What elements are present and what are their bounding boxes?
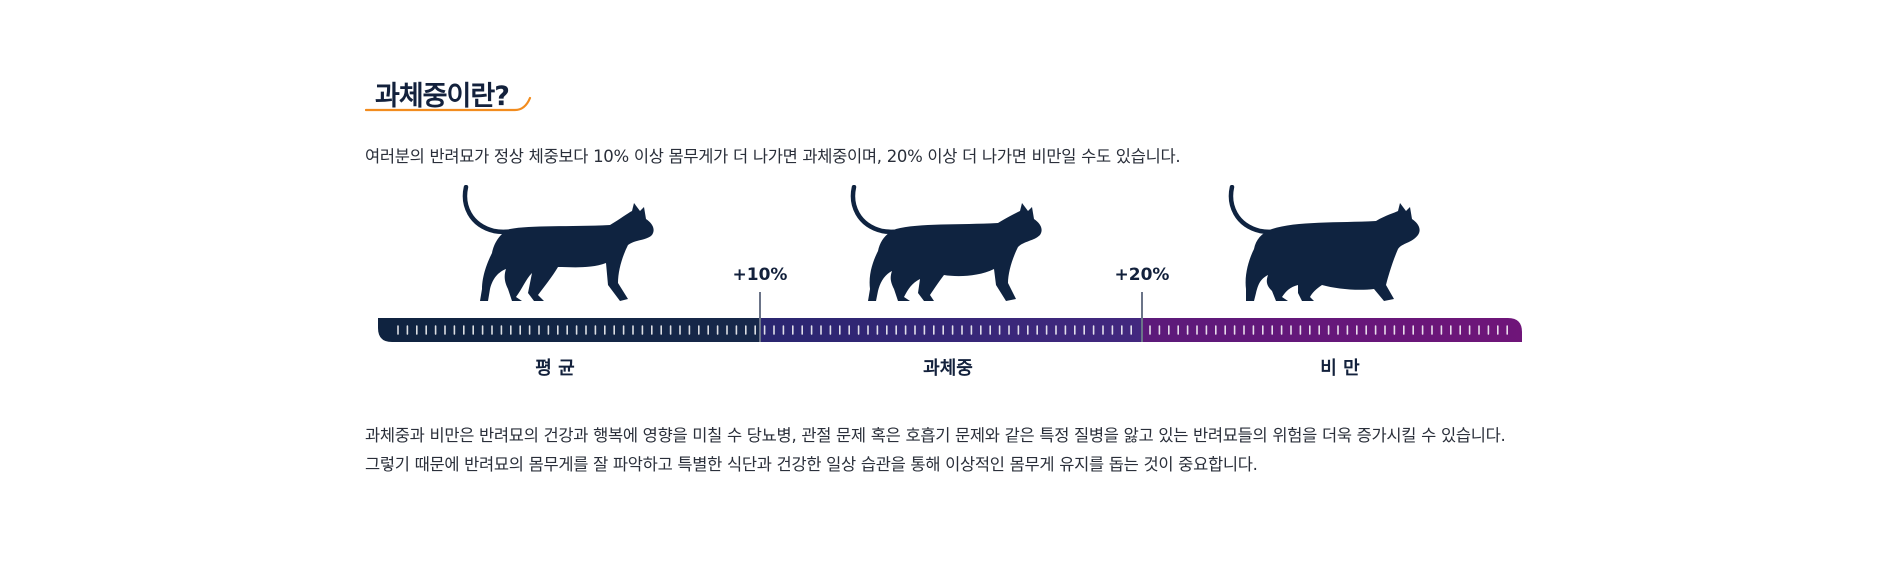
marker-label-10: +10% [732,265,788,285]
cat-normal-icon [462,185,654,301]
segment-label-normal: 평 균 [535,358,575,379]
cat-obese-icon [1228,185,1420,301]
title-underline [365,96,532,112]
marker-label-20: +20% [1114,265,1170,285]
scale-segment-obese [1142,318,1522,342]
page-title: 과체중이란? [375,81,510,112]
scale-ticks [397,325,1508,335]
body-text-line-2: 그렇기 때문에 반려묘의 몸무게를 잘 파악하고 특별한 식단과 건강한 일상 … [365,455,1258,474]
segment-label-overweight: 과체중 [923,358,973,379]
scale-segment-overweight [760,318,1142,342]
intro-text: 여러분의 반려묘가 정상 체중보다 10% 이상 몸무게가 더 나가면 과체중이… [365,147,1181,166]
body-text-line-1: 과체중과 비만은 반려묘의 건강과 행복에 영향을 미칠 수 당뇨병, 관절 문… [365,426,1506,445]
segment-label-obese: 비 만 [1320,358,1360,379]
cat-overweight-icon [850,185,1042,301]
scale-segment-normal [378,318,760,342]
